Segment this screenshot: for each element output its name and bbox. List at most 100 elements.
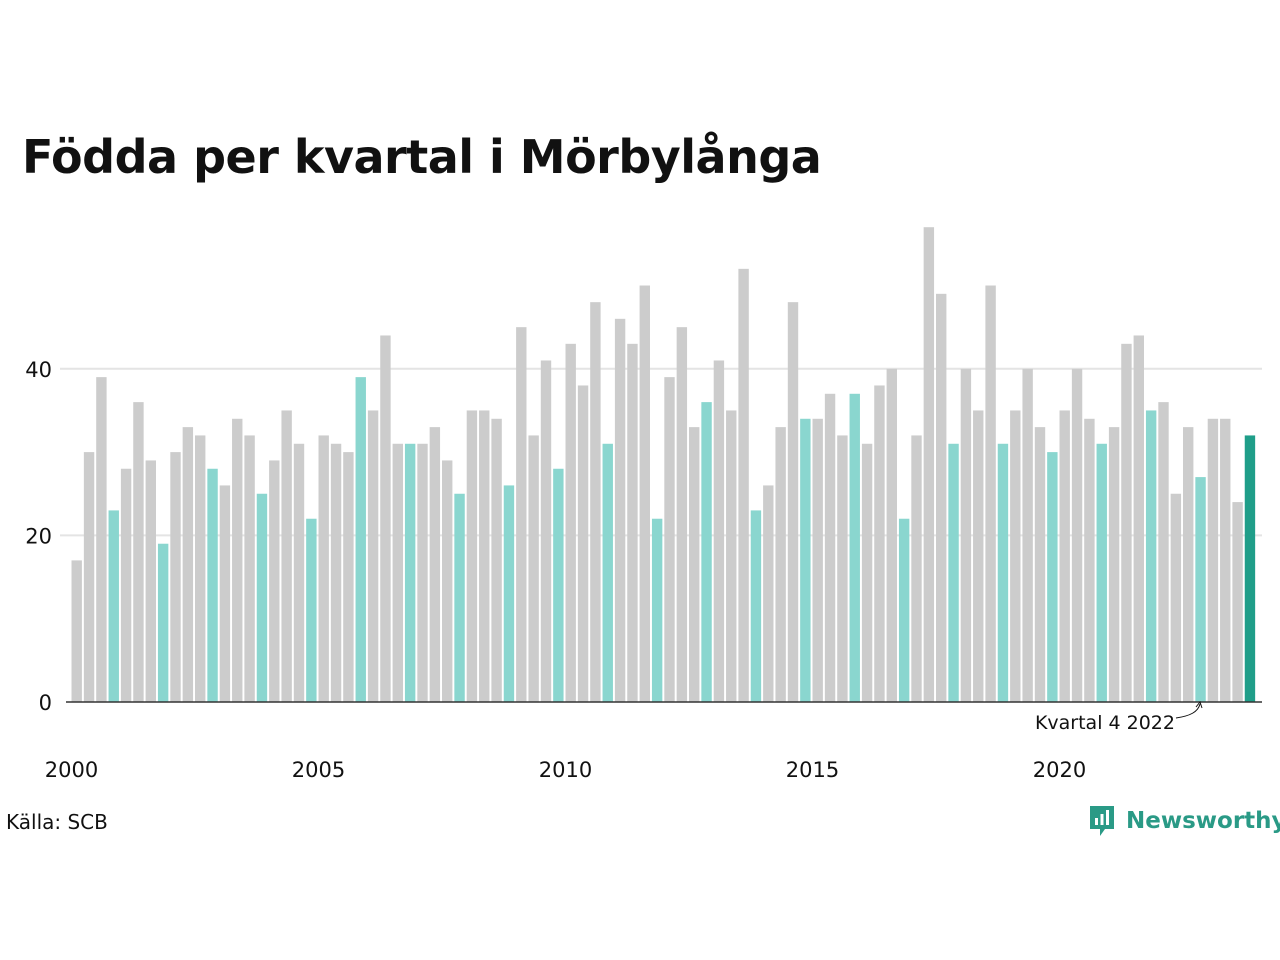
bar	[367, 410, 379, 702]
bar	[528, 435, 539, 702]
brand-name: Newsworthy	[1126, 808, 1280, 834]
bar	[651, 518, 663, 702]
bar	[1084, 418, 1095, 702]
bar	[898, 518, 910, 702]
bar	[886, 368, 897, 702]
bar	[997, 443, 1009, 702]
bar	[1121, 343, 1132, 702]
bar	[392, 443, 403, 702]
bar	[614, 318, 626, 702]
newsworthy-logo-icon	[1090, 806, 1114, 836]
x-tick-label: 2020	[1033, 758, 1086, 782]
bar	[726, 410, 737, 702]
bar	[343, 452, 354, 702]
x-tick-label: 2005	[292, 758, 345, 782]
source-note: Källa: SCB	[6, 810, 108, 834]
bar	[157, 543, 169, 702]
bar	[1010, 410, 1021, 702]
bar	[837, 435, 848, 702]
x-tick-labels: 2000 2005 2010 2015 2020	[45, 758, 1086, 782]
bar	[442, 460, 453, 702]
bar	[182, 427, 194, 702]
bar	[195, 435, 206, 702]
bar	[1244, 435, 1256, 702]
bar	[812, 418, 823, 702]
bar	[540, 360, 552, 702]
bar	[429, 427, 441, 702]
bar	[1170, 493, 1182, 702]
bar	[1133, 335, 1144, 702]
annotation-label: Kvartal 4 2022	[1035, 712, 1175, 734]
x-tick-label: 2010	[539, 758, 592, 782]
bar	[318, 435, 329, 702]
bar	[985, 285, 996, 702]
bar	[1096, 443, 1107, 702]
bar	[1195, 477, 1206, 702]
bar	[232, 418, 243, 702]
bar	[479, 410, 490, 702]
bar	[713, 360, 725, 702]
bar	[244, 435, 255, 702]
bar	[170, 452, 181, 702]
bar	[911, 435, 922, 702]
bar	[256, 493, 268, 702]
bar	[936, 293, 947, 702]
bar	[738, 268, 749, 702]
bar	[676, 327, 688, 702]
bar	[787, 302, 799, 702]
annotation: Kvartal 4 2022	[1035, 700, 1203, 734]
bar	[602, 443, 613, 702]
bar	[874, 385, 885, 702]
bar	[83, 452, 95, 702]
bar	[71, 560, 82, 702]
bar	[1207, 418, 1219, 702]
bar	[219, 485, 231, 702]
bar	[973, 410, 984, 702]
bar	[355, 377, 366, 702]
bar	[380, 335, 391, 702]
bar	[775, 427, 786, 702]
bar	[404, 443, 416, 702]
bar	[269, 460, 280, 702]
x-tick-label: 2000	[45, 758, 98, 782]
chart-title: Födda per kvartal i Mörbylånga	[22, 130, 822, 184]
bar	[1183, 427, 1194, 702]
bar	[800, 418, 811, 702]
bar	[1145, 410, 1157, 702]
bar	[417, 443, 428, 702]
bar	[861, 443, 873, 702]
y-tick-label: 40	[25, 358, 52, 382]
annotation-arrowhead	[1195, 700, 1203, 709]
bar	[491, 418, 502, 702]
bar	[923, 227, 935, 702]
bar	[330, 443, 342, 702]
bar	[96, 377, 107, 702]
bar	[306, 518, 317, 702]
bar	[454, 493, 465, 702]
bar	[1059, 410, 1070, 702]
y-tick-label: 20	[25, 524, 52, 548]
bar	[1108, 427, 1120, 702]
bar	[516, 327, 527, 702]
bar	[1047, 452, 1058, 702]
bar	[701, 402, 712, 702]
annotation-arrow	[1175, 703, 1201, 719]
bar	[293, 443, 305, 702]
bar	[281, 410, 292, 702]
bar	[577, 385, 589, 702]
y-tick-labels: 0 20 40	[25, 358, 52, 715]
bar	[466, 410, 478, 702]
bar	[590, 302, 601, 702]
bar	[145, 460, 156, 702]
bar	[849, 393, 860, 702]
bar	[664, 377, 675, 702]
bar	[1022, 368, 1033, 702]
bars	[71, 227, 1256, 702]
bar	[824, 393, 836, 702]
bar	[639, 285, 650, 702]
x-tick-label: 2015	[786, 758, 839, 782]
y-tick-label: 0	[39, 691, 52, 715]
bar	[133, 402, 144, 702]
bar	[1158, 402, 1169, 702]
